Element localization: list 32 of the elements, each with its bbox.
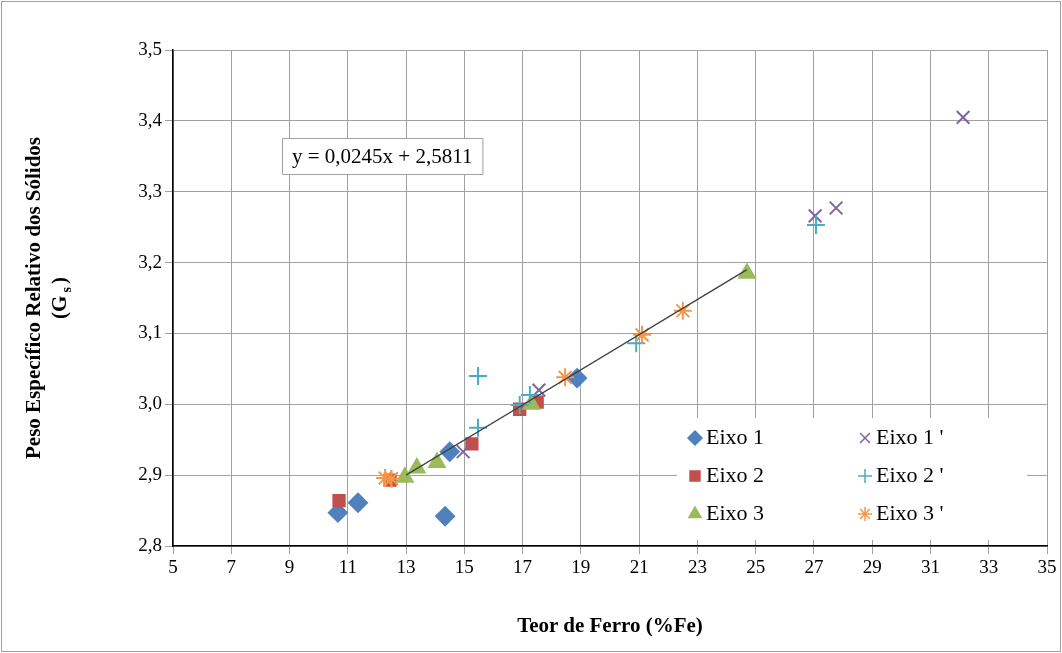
y-tick-label: 2,9 <box>138 463 162 485</box>
annotation: y = 0,0245x + 2,5811 <box>292 143 473 168</box>
x-axis-title: Teor de Ferro (%Fe) <box>517 612 703 637</box>
x-tick-label: 23 <box>687 556 707 578</box>
x-tick-label: 21 <box>629 556 649 578</box>
x-tick-label: 25 <box>746 556 766 578</box>
y-tick-label: 3,4 <box>138 108 163 130</box>
legend-label: Eixo 3 <box>706 499 765 525</box>
x-tick-label: 17 <box>513 556 533 578</box>
x-tick-label: 31 <box>920 556 940 578</box>
legend-label: Eixo 1 ' <box>876 423 944 449</box>
y-tick-label: 2,8 <box>138 533 162 555</box>
x-tick-label: 27 <box>804 556 824 578</box>
x-tick-label: 19 <box>571 556 591 578</box>
x-tick-label: 7 <box>226 556 237 578</box>
x-tick-label: 9 <box>284 556 295 578</box>
y-tick-label: 3,2 <box>138 250 162 272</box>
x-tick-label: 29 <box>862 556 882 578</box>
y-tick-label: 3,3 <box>138 179 162 201</box>
y-tick-label: 3,1 <box>138 321 162 343</box>
x-tick-label: 33 <box>979 556 999 578</box>
x-tick-label: 15 <box>454 556 474 578</box>
x-tick-label: 13 <box>396 556 416 578</box>
legend-label: Eixo 2 <box>706 461 765 487</box>
legend-label: Eixo 1 <box>706 423 765 449</box>
y-tick-label: 3,0 <box>138 392 162 414</box>
y-tick-label: 3,5 <box>138 37 162 59</box>
legend-label: Eixo 3 ' <box>876 499 944 525</box>
x-tick-label: 11 <box>338 556 357 578</box>
legend-label: Eixo 2 ' <box>876 461 944 487</box>
x-tick-label: 35 <box>1037 556 1057 578</box>
x-tick-label: 5 <box>168 556 178 578</box>
